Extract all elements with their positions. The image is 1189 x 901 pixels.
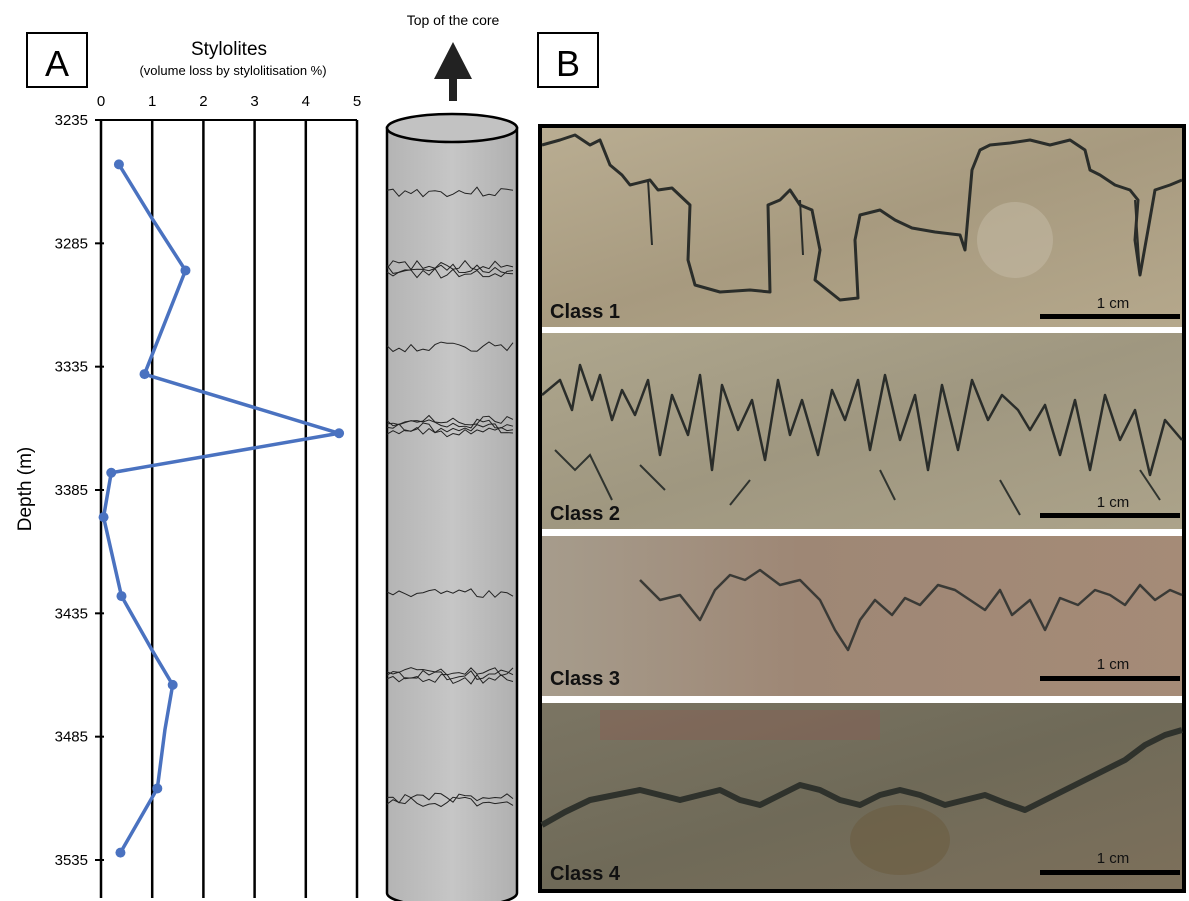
core-stylolite-5-0 <box>386 667 514 677</box>
photo-class-1: Class 1 1 cm <box>541 128 1183 327</box>
y-axis: 3235 3285 3335 3385 3435 3485 3535 <box>55 112 104 869</box>
panel-b-frame <box>537 32 599 88</box>
photo-3-class-label: Class 3 <box>550 668 620 690</box>
series-line-0 <box>101 163 341 854</box>
y-tick-label-2: 3335 <box>55 359 88 376</box>
photo-3-stylolite <box>639 568 1183 652</box>
photo-4-class-label: Class 4 <box>550 863 621 885</box>
photo-1-class-label: Class 1 <box>550 301 620 323</box>
photo-4-stylolite <box>540 727 1183 828</box>
arrow-up-icon <box>434 42 472 79</box>
photo-2-background <box>542 333 1182 529</box>
core-stylolite-5-2 <box>386 673 514 685</box>
core-top-label: Top of the core <box>407 12 500 28</box>
chart-series <box>98 159 345 858</box>
photo-1-stylolite-branches <box>647 179 1141 276</box>
y-tick-label-6: 3535 <box>55 852 88 869</box>
chart-title: Stylolites <box>191 39 267 60</box>
photo-4-red-patch <box>600 710 880 740</box>
panel-b-label: B <box>556 43 580 84</box>
x-tick-label-0: 0 <box>97 93 105 110</box>
core-body <box>385 126 519 901</box>
photo-divider-2 <box>542 529 1182 536</box>
core-stylolites <box>386 186 514 808</box>
data-point-3 <box>139 369 150 380</box>
core-stylolite-6-1 <box>386 796 514 808</box>
photo-class-3: Class 3 1 cm <box>542 536 1183 696</box>
core-stylolite-4-0 <box>386 588 514 598</box>
panel-a: A Stylolites (volume loss by stylolitisa… <box>15 32 361 898</box>
y-tick-label-1: 3285 <box>55 235 88 252</box>
photo-1-background <box>542 128 1182 327</box>
y-tick-label-0: 3235 <box>55 112 88 129</box>
panel-a-label: A <box>45 43 69 84</box>
data-point-0 <box>113 159 124 170</box>
y-tick-label-4: 3435 <box>55 605 88 622</box>
core-stylolite-0-0 <box>386 186 514 198</box>
photo-2-stylolite-branches <box>554 449 1161 516</box>
core-stylolite-3-3 <box>386 426 514 438</box>
photo-1-scale-bar <box>1040 314 1180 319</box>
photo-1-scale-label: 1 cm <box>1097 295 1130 312</box>
core-top <box>385 112 519 144</box>
panel-b: B Class 1 1 cm Class 2 1 cm Class <box>537 32 1186 893</box>
photo-divider-1 <box>542 327 1182 333</box>
data-point-6 <box>106 467 117 478</box>
photo-class-2: Class 2 1 cm <box>541 333 1183 529</box>
data-point-7 <box>98 512 109 523</box>
x-tick-label-4: 4 <box>302 93 310 110</box>
photo-2-stylolite <box>541 363 1183 477</box>
photo-1-stylolite <box>541 133 1183 302</box>
data-point-12 <box>152 783 163 794</box>
x-tick-label-5: 5 <box>353 93 361 110</box>
x-tick-label-2: 2 <box>199 93 207 110</box>
data-point-10 <box>167 679 178 690</box>
photo-2-scale-label: 1 cm <box>1097 494 1130 511</box>
photo-2-scale-bar <box>1040 513 1180 518</box>
photo-class-4: Class 4 1 cm <box>540 703 1183 889</box>
core-stylolite-1-2 <box>386 267 514 279</box>
data-point-13 <box>115 847 126 858</box>
x-tick-labels: 0 1 2 3 4 5 <box>97 93 361 110</box>
x-tick-label-1: 1 <box>148 93 156 110</box>
photo-4-scale-label: 1 cm <box>1097 850 1130 867</box>
chart-subtitle: (volume loss by stylolitisation %) <box>139 63 326 78</box>
core-diagram: Top of the core <box>385 12 519 901</box>
y-axis-title: Depth (m) <box>15 447 36 531</box>
y-tick-label-3: 3385 <box>55 482 88 499</box>
panel-a-frame <box>26 32 88 88</box>
arrow-shaft <box>449 78 457 101</box>
y-tick-label-5: 3485 <box>55 729 88 746</box>
x-tick-label-3: 3 <box>250 93 258 110</box>
photo-3-scale-bar <box>1040 676 1180 681</box>
photo-4-dark-patch <box>850 805 950 875</box>
data-point-2 <box>180 265 191 276</box>
chart-grid <box>99 119 359 898</box>
photo-2-class-label: Class 2 <box>550 503 620 525</box>
photo-3-scale-label: 1 cm <box>1097 656 1130 673</box>
data-point-8 <box>116 591 127 602</box>
photo-4-scale-bar <box>1040 870 1180 875</box>
photo-divider-3 <box>542 696 1182 703</box>
core-stylolite-2-0 <box>386 341 514 353</box>
data-point-5 <box>334 428 345 439</box>
photo-1-patch <box>977 202 1053 278</box>
